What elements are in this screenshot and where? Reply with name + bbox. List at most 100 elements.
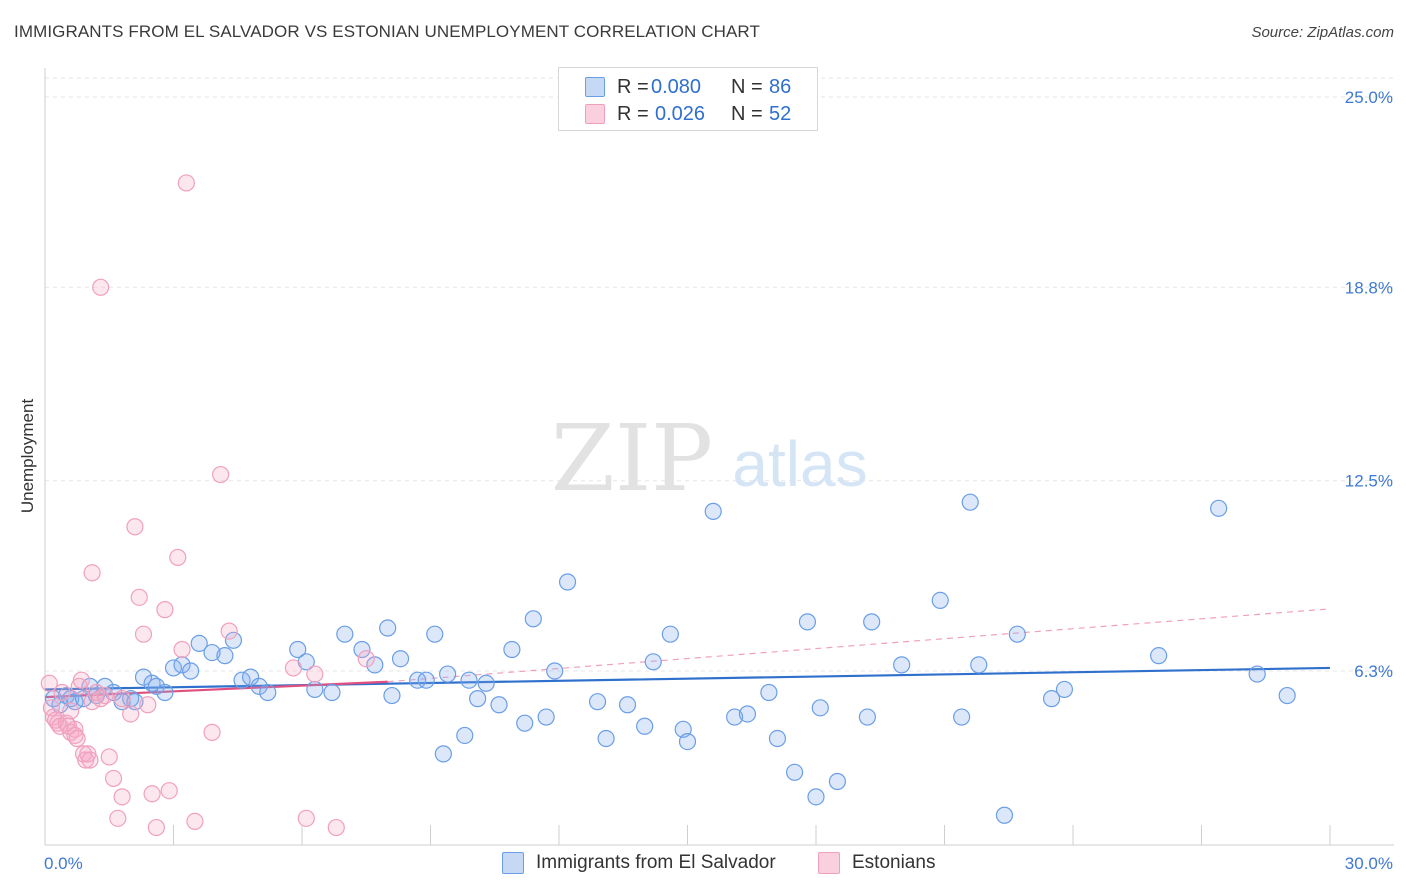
data-point-estonians [306, 665, 324, 683]
data-point-el-salvador [336, 625, 354, 643]
data-point-el-salvador [931, 591, 949, 610]
legend-n-label: N = [731, 75, 763, 98]
legend-r-label: R = [617, 75, 649, 98]
data-point-el-salvador [995, 806, 1014, 824]
data-point-estonians [72, 671, 91, 689]
data-point-el-salvador [503, 640, 521, 659]
legend-label: Estonians [852, 852, 936, 873]
data-point-el-salvador [863, 613, 881, 631]
data-point-el-salvador [618, 696, 637, 714]
data-point-el-salvador [953, 708, 971, 726]
data-point-el-salvador [353, 640, 371, 659]
y-tick-label: 6.3% [1354, 662, 1393, 681]
data-point-el-salvador [760, 683, 778, 702]
y-tick-label: 25.0% [1345, 88, 1393, 107]
data-point-estonians [143, 785, 161, 803]
data-point-el-salvador [250, 677, 268, 695]
legend-r-value: 0.080 [651, 75, 702, 98]
data-point-estonians [357, 650, 375, 668]
data-point-el-salvador [516, 714, 534, 732]
data-point-el-salvador [490, 696, 508, 714]
legend-n-label: N = [731, 102, 763, 125]
legend-item-el-salvador[interactable]: Immigrants from El Salvador [502, 852, 776, 874]
legend-swatch-blue [585, 77, 605, 97]
data-point-el-salvador [426, 625, 444, 643]
data-point-estonians [104, 769, 123, 788]
data-point-el-salvador [1150, 647, 1168, 665]
data-point-el-salvador [242, 668, 260, 686]
data-point-estonians [134, 625, 153, 643]
data-point-el-salvador [558, 573, 577, 591]
data-point-el-salvador [828, 772, 847, 791]
data-point-estonians [160, 782, 178, 800]
data-point-el-salvador [182, 662, 200, 680]
data-point-el-salvador [811, 699, 829, 717]
data-point-el-salvador [289, 640, 307, 659]
data-point-estonians [92, 278, 110, 296]
data-point-el-salvador [224, 631, 243, 649]
legend-r-label: R = [617, 102, 649, 125]
data-point-el-salvador [379, 619, 397, 637]
series-estonians-points [40, 174, 375, 837]
legend-item-estonians[interactable]: Estonians [818, 852, 935, 874]
data-point-estonians [109, 809, 127, 827]
data-point-el-salvador [807, 788, 825, 806]
data-point-el-salvador [961, 493, 979, 511]
data-point-el-salvador [524, 610, 542, 628]
data-point-el-salvador [858, 708, 877, 726]
data-point-el-salvador [306, 680, 324, 699]
data-point-estonians [100, 748, 118, 766]
data-point-estonians [327, 818, 345, 837]
axes [44, 68, 1394, 846]
data-point-estonians [66, 726, 84, 745]
data-point-el-salvador [893, 656, 911, 674]
tick-labels: 6.3% 12.5% 18.8% 25.0% 0.0% 30.0% [44, 88, 1393, 873]
data-point-el-salvador [785, 763, 804, 781]
data-point-el-salvador [156, 683, 174, 702]
trend-line-el-salvador [44, 666, 1331, 691]
data-point-estonians [169, 548, 187, 567]
data-point-el-salvador [678, 732, 697, 751]
source-label: Source: ZipAtlas.com [1251, 24, 1394, 41]
data-point-estonians [81, 751, 99, 769]
data-point-el-salvador [259, 683, 277, 702]
x-tick-label: 30.0% [1345, 854, 1393, 873]
data-point-el-salvador [1042, 690, 1061, 708]
data-point-estonians [284, 659, 303, 677]
data-point-el-salvador [768, 729, 787, 748]
data-point-el-salvador [798, 613, 817, 631]
legend-label: Immigrants from El Salvador [536, 852, 776, 873]
data-point-el-salvador [704, 502, 722, 520]
legend-n-value: 86 [769, 75, 792, 98]
data-point-estonians [203, 723, 221, 741]
data-point-estonians [113, 788, 131, 806]
series-legend: Immigrants from El Salvador Estonians [0, 852, 1406, 878]
watermark-atlas: atlas [732, 428, 867, 500]
data-point-el-salvador [134, 668, 153, 686]
data-point-el-salvador [644, 653, 662, 671]
data-point-estonians [156, 601, 174, 619]
data-point-el-salvador [366, 656, 384, 674]
data-point-el-salvador [636, 717, 654, 735]
data-point-estonians [113, 690, 131, 708]
legend-n-value: 52 [769, 102, 792, 125]
data-point-estonians [122, 705, 140, 723]
legend-swatch-pink [585, 104, 605, 124]
legend-swatch-pink [818, 852, 840, 874]
data-point-el-salvador [383, 686, 401, 705]
data-point-el-salvador [1055, 680, 1074, 699]
data-point-el-salvador [469, 690, 487, 708]
data-point-el-salvador [173, 656, 191, 674]
legend-swatch-blue [502, 852, 524, 874]
data-point-el-salvador [726, 708, 744, 726]
data-point-el-salvador [439, 665, 457, 683]
x-tick-label: 0.0% [44, 854, 83, 873]
data-point-estonians [126, 518, 144, 536]
grid-lines [45, 77, 1394, 672]
data-point-estonians [53, 683, 71, 702]
data-point-estonians [83, 564, 101, 582]
data-point-el-salvador [661, 625, 679, 643]
legend-r-value: 0.026 [655, 102, 706, 125]
data-point-el-salvador [1278, 686, 1296, 705]
data-point-estonians [177, 174, 195, 192]
